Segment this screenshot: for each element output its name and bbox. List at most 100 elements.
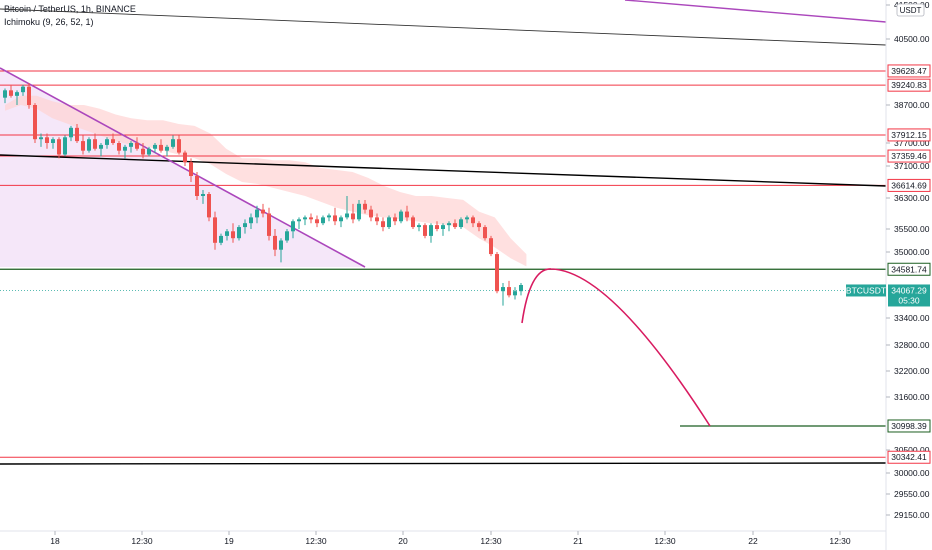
time-tick-label: 12:30 <box>131 536 153 546</box>
time-tick-label: 12:30 <box>305 536 327 546</box>
candle-body <box>447 223 451 226</box>
candle <box>63 135 67 157</box>
level-tag-box <box>887 149 931 163</box>
candle <box>417 223 421 232</box>
candle-body <box>507 287 511 296</box>
level-tag-34581.74: 34581.74 <box>887 262 931 276</box>
candle-body <box>477 223 481 228</box>
level-tag-label: 30998.39 <box>891 421 927 431</box>
candle <box>309 213 313 224</box>
candle <box>165 144 169 157</box>
candle <box>219 233 223 246</box>
candle-body <box>351 213 355 220</box>
candle-body <box>171 139 175 147</box>
currency-badge[interactable]: USDT <box>896 3 925 17</box>
candle-body <box>399 211 403 222</box>
candle <box>255 205 259 224</box>
candle-body <box>369 209 373 218</box>
candle <box>321 215 325 226</box>
current-price-label: 34067.29 <box>891 285 927 295</box>
candle <box>3 88 7 104</box>
countdown-label: 05:30 <box>898 295 920 305</box>
price-tick-label: 32200.00 <box>894 366 930 376</box>
candle <box>339 215 343 228</box>
price-tick-label: 37700.00 <box>894 138 930 148</box>
candle-body <box>309 217 313 220</box>
candle-body <box>147 148 151 155</box>
candle <box>111 133 115 145</box>
level-tag-37359.46: 37359.46 <box>887 149 931 163</box>
candle <box>489 235 493 257</box>
candle <box>117 141 121 155</box>
candle-body <box>429 225 433 236</box>
level-tag-box <box>887 64 931 78</box>
candle-body <box>381 221 385 228</box>
time-tick-label: 12:30 <box>654 536 676 546</box>
time-axis: 18 12:30 19 12:30 20 12:30 21 12:30 22 12:30 <box>0 530 886 546</box>
chart-symbol-title: Bitcoin / TetherUS, 1h, BINANCE <box>4 4 136 14</box>
candle-body <box>267 213 271 236</box>
price-tick-label: 30000.00 <box>894 468 930 478</box>
candle-body <box>297 219 301 222</box>
candle <box>45 133 49 149</box>
candle <box>315 215 319 228</box>
candle <box>93 133 97 151</box>
price-tick-label: 32800.00 <box>894 340 930 350</box>
candle <box>201 190 205 204</box>
candle-body <box>3 90 7 98</box>
candle <box>51 137 55 149</box>
level-tag-39240.83: 39240.83 <box>887 78 931 92</box>
candle <box>225 229 229 241</box>
candle-body <box>501 287 505 292</box>
cloud-area <box>5 95 527 267</box>
candle <box>429 223 433 243</box>
candle-body <box>339 217 343 222</box>
candle <box>123 144 127 159</box>
candle-body <box>63 137 67 155</box>
candle <box>159 139 163 153</box>
candle-body <box>375 217 379 222</box>
candle-body <box>393 217 397 222</box>
candle-body <box>27 86 31 105</box>
candle-body <box>117 143 121 151</box>
candle-body <box>195 176 199 196</box>
candle-body <box>315 219 319 224</box>
candle-body <box>207 194 211 218</box>
price-tick-label: 33400.00 <box>894 313 930 323</box>
candle <box>207 192 211 222</box>
candle-body <box>9 90 13 96</box>
price-tick-label: 35000.00 <box>894 247 930 257</box>
candle-body <box>231 231 235 239</box>
candle <box>501 282 505 306</box>
candle-body <box>87 139 91 151</box>
time-tick-label: 20 <box>398 536 408 546</box>
candle <box>189 158 193 182</box>
candle <box>147 146 151 157</box>
candle <box>213 211 217 250</box>
time-tick-label: 21 <box>573 536 583 546</box>
indicator-label: Ichimoku (9, 26, 52, 1) <box>4 17 94 27</box>
candle <box>351 203 355 224</box>
symbol-tag-box <box>846 284 886 297</box>
candle-body <box>159 144 163 151</box>
candle <box>327 213 331 222</box>
candle-body <box>45 137 49 143</box>
candle <box>39 133 43 147</box>
candle-body <box>225 231 229 236</box>
candle-body <box>483 227 487 239</box>
level-tag-label: 36614.69 <box>891 180 927 190</box>
candle <box>99 143 103 157</box>
candle <box>357 199 361 222</box>
candle <box>519 282 523 296</box>
candle <box>231 223 235 243</box>
candle-body <box>69 127 73 138</box>
candle-body <box>441 225 445 229</box>
candlestick-series <box>3 83 523 306</box>
candle-body <box>243 223 247 228</box>
candle <box>129 141 133 153</box>
candle-body <box>33 105 37 140</box>
candle <box>135 137 139 151</box>
time-tick-label: 12:30 <box>480 536 502 546</box>
level-tag-label: 37912.15 <box>891 130 927 140</box>
